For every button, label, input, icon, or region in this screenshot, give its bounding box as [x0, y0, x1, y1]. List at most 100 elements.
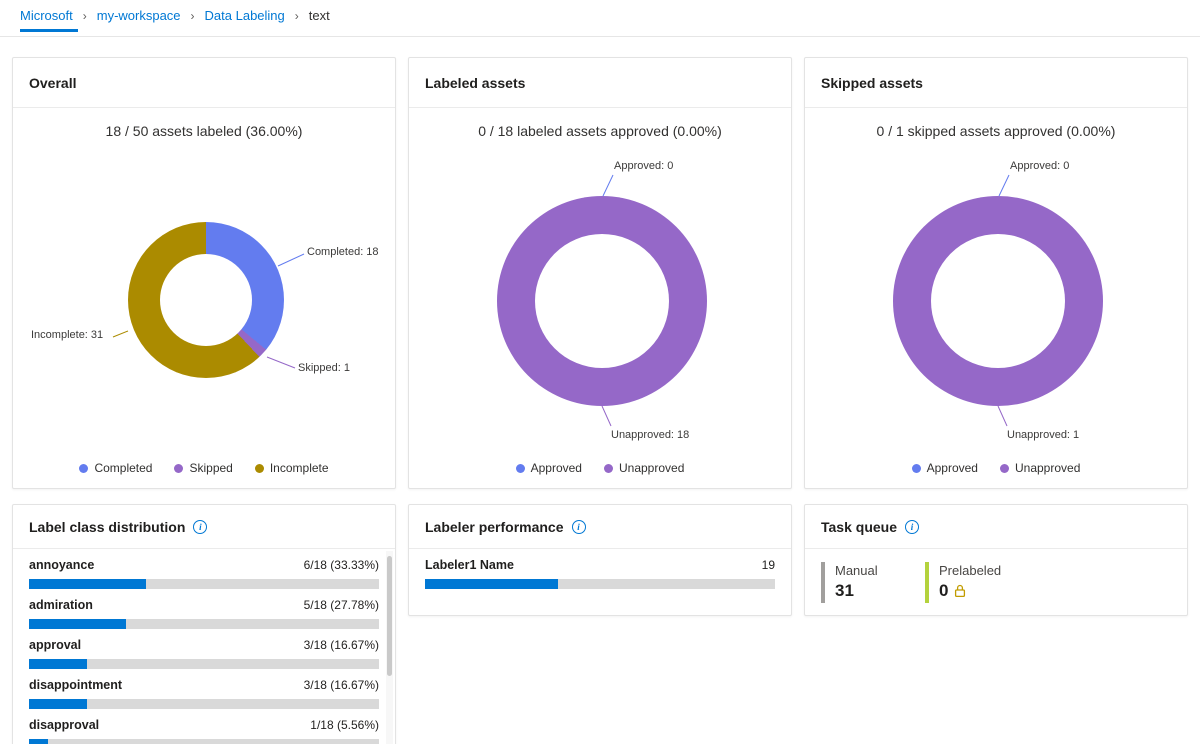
- label-class-distribution-header: Label class distribution: [13, 505, 395, 549]
- legend-label: Approved: [926, 461, 978, 475]
- legend-item-skipped[interactable]: Skipped: [174, 461, 233, 475]
- info-icon[interactable]: [905, 519, 919, 534]
- legend-label: Unapproved: [1014, 461, 1081, 475]
- progress-track: [29, 739, 379, 744]
- distribution-row: annoyance 6/18 (33.33%): [13, 549, 395, 589]
- task-queue-stats: Manual 31 Prelabeled 0: [805, 549, 1187, 603]
- legend-dot: [79, 463, 89, 473]
- lock-icon: [955, 584, 966, 598]
- overall-donut-chart: [128, 222, 284, 378]
- scrollbar[interactable]: [386, 551, 393, 744]
- callout-approved: Approved: 0: [1010, 160, 1070, 172]
- legend-item-unapproved[interactable]: Unapproved: [999, 461, 1081, 475]
- legend-dot: [911, 463, 921, 473]
- class-count: 3/18 (16.67%): [303, 678, 379, 692]
- progress-track: [29, 579, 379, 589]
- labeler-row: Labeler1 Name 19: [409, 549, 791, 589]
- progress-fill: [29, 659, 88, 669]
- breadcrumb-data-labeling[interactable]: Data Labeling: [204, 8, 285, 23]
- breadcrumb-my-workspace[interactable]: my-workspace: [96, 8, 181, 23]
- overall-summary-text: 18 / 50 assets labeled (36.00%): [105, 123, 303, 139]
- labeled-assets-summary-text: 0 / 18 labeled assets approved (0.00%): [478, 123, 722, 139]
- progress-track: [29, 699, 379, 709]
- active-tab-indicator: [20, 29, 78, 32]
- donut-hole: [160, 254, 252, 346]
- breadcrumb-bar: Microsoft my-workspace Data Labeling tex…: [0, 0, 1200, 37]
- manual-count: 31: [835, 581, 854, 600]
- breadcrumb-current-project: text: [308, 8, 330, 23]
- legend-item-completed[interactable]: Completed: [79, 461, 152, 475]
- skipped-assets-card: Skipped assets 0 / 1 skipped assets appr…: [804, 57, 1188, 489]
- prelabeled-count: 0: [939, 581, 949, 600]
- overall-card-body: 18 / 50 assets labeled (36.00%) Complete…: [13, 108, 395, 488]
- distribution-list: annoyance 6/18 (33.33%) admiration 5/18 …: [13, 549, 395, 744]
- class-count: 1/18 (5.56%): [310, 718, 379, 732]
- labeled-assets-card-body: 0 / 18 labeled assets approved (0.00%) A…: [409, 108, 791, 488]
- callout-approved: Approved: 0: [614, 160, 674, 172]
- overall-card-header: Overall: [13, 58, 395, 108]
- legend-item-incomplete[interactable]: Incomplete: [254, 461, 329, 475]
- card-title: Label class distribution: [29, 518, 186, 535]
- task-queue-header: Task queue: [805, 505, 1187, 549]
- legend-label: Approved: [530, 461, 582, 475]
- card-title: Task queue: [821, 518, 897, 535]
- callout-unapproved: Unapproved: 1: [1007, 429, 1080, 441]
- distribution-text-row: disappointment 3/18 (16.67%): [29, 678, 379, 692]
- labeled-assets-card: Labeled assets 0 / 18 labeled assets app…: [408, 57, 792, 489]
- card-title: Overall: [29, 74, 77, 91]
- distribution-row: approval 3/18 (16.67%): [13, 629, 395, 669]
- legend-item-approved[interactable]: Approved: [911, 461, 978, 475]
- class-name: disappointment: [29, 678, 123, 692]
- breadcrumb-microsoft[interactable]: Microsoft: [20, 8, 73, 23]
- progress-track: [425, 579, 775, 589]
- legend-label: Incomplete: [269, 461, 329, 475]
- legend-item-unapproved[interactable]: Unapproved: [603, 461, 685, 475]
- skipped-assets-card-header: Skipped assets: [805, 58, 1187, 108]
- distribution-text-row: annoyance 6/18 (33.33%): [29, 558, 379, 572]
- task-queue-card: Task queue Manual 31 Prelabeled 0: [804, 504, 1188, 616]
- overall-legend: Completed Skipped Incomplete: [13, 461, 395, 475]
- overall-card: Overall 18 / 50 assets labeled (36.00%) …: [12, 57, 396, 489]
- skipped-assets-legend: Approved Unapproved: [805, 461, 1187, 475]
- card-title: Labeler performance: [425, 518, 564, 535]
- legend-label: Completed: [94, 461, 153, 475]
- progress-fill: [29, 619, 127, 629]
- donut-hole: [535, 234, 669, 368]
- progress-fill: [29, 739, 49, 744]
- labeled-assets-card-header: Labeled assets: [409, 58, 791, 108]
- callout-incomplete: Incomplete: 31: [31, 329, 104, 341]
- prelabeled-label: Prelabeled: [939, 563, 1002, 578]
- labeler-name: Labeler1 Name: [425, 558, 514, 572]
- skipped-assets-donut-chart: [893, 196, 1103, 406]
- legend-item-approved[interactable]: Approved: [515, 461, 582, 475]
- dashboard-grid: Overall 18 / 50 assets labeled (36.00%) …: [0, 37, 1200, 744]
- progress-fill: [29, 699, 88, 709]
- legend-dot: [603, 463, 613, 473]
- skipped-assets-summary-text: 0 / 1 skipped assets approved (0.00%): [876, 123, 1116, 139]
- task-queue-body: Manual 31 Prelabeled 0: [805, 549, 1187, 615]
- info-icon[interactable]: [193, 519, 208, 534]
- scrollbar-thumb[interactable]: [387, 556, 392, 676]
- class-name: annoyance: [29, 558, 95, 572]
- prelabeled-value-row: 0: [939, 581, 1001, 601]
- class-name: disapproval: [29, 718, 100, 732]
- distribution-text-row: disapproval 1/18 (5.56%): [29, 718, 379, 732]
- labeler-performance-header: Labeler performance: [409, 505, 791, 549]
- progress-fill: [425, 579, 558, 589]
- legend-dot: [515, 463, 525, 473]
- chevron-right-icon: [83, 10, 87, 22]
- labeled-assets-legend: Approved Unapproved: [409, 461, 791, 475]
- info-icon[interactable]: [571, 519, 586, 534]
- legend-label: Unapproved: [618, 461, 685, 475]
- distribution-row: disappointment 3/18 (16.67%): [13, 669, 395, 709]
- progress-track: [29, 619, 379, 629]
- class-count: 3/18 (16.67%): [303, 638, 379, 652]
- progress-fill: [29, 579, 146, 589]
- distribution-row: admiration 5/18 (27.78%): [13, 589, 395, 629]
- legend-dot: [254, 463, 264, 473]
- class-count: 5/18 (27.78%): [303, 598, 379, 612]
- distribution-row: disapproval 1/18 (5.56%): [13, 709, 395, 744]
- chevron-right-icon: [191, 10, 195, 22]
- distribution-text-row: admiration 5/18 (27.78%): [29, 598, 379, 612]
- labeler-text-row: Labeler1 Name 19: [425, 558, 775, 572]
